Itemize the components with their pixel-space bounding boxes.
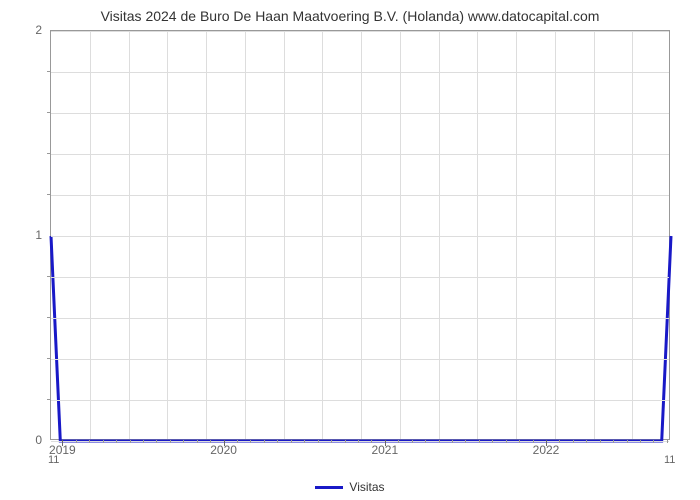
- legend-label: Visitas: [349, 480, 384, 494]
- x-tick-minor: [371, 440, 372, 443]
- grid-line-vertical: [516, 31, 517, 439]
- y-tick-label: 1: [35, 228, 42, 242]
- x-tick-minor: [237, 440, 238, 443]
- x-tick-minor: [304, 440, 305, 443]
- y-tick-minor: [47, 194, 50, 195]
- grid-line-vertical: [555, 31, 556, 439]
- x-tick-minor: [210, 440, 211, 443]
- x-tick-minor: [452, 440, 453, 443]
- y-tick-minor: [47, 153, 50, 154]
- x-tick-minor: [640, 440, 641, 443]
- grid-line-horizontal: [51, 31, 669, 32]
- grid-line-vertical: [361, 31, 362, 439]
- x-tick-minor: [197, 440, 198, 443]
- grid-line-vertical: [129, 31, 130, 439]
- x-tick-minor: [667, 440, 668, 443]
- x-tick-minor: [465, 440, 466, 443]
- x-tick-minor: [143, 440, 144, 443]
- x-tick-minor: [398, 440, 399, 443]
- x-tick-minor: [130, 440, 131, 443]
- x-tick-minor: [586, 440, 587, 443]
- x-tick-minor: [613, 440, 614, 443]
- data-point-label: 11: [664, 454, 675, 466]
- grid-line-horizontal-minor: [51, 113, 669, 114]
- x-tick-minor: [250, 440, 251, 443]
- x-tick-minor: [76, 440, 77, 443]
- x-tick-minor: [519, 440, 520, 443]
- x-tick-minor: [170, 440, 171, 443]
- x-tick-minor: [600, 440, 601, 443]
- x-tick-minor: [627, 440, 628, 443]
- x-tick-minor: [492, 440, 493, 443]
- x-tick-minor: [291, 440, 292, 443]
- data-point-label: 11: [48, 454, 59, 466]
- x-tick-minor: [506, 440, 507, 443]
- x-tick-major: [224, 440, 225, 446]
- x-tick-major: [546, 440, 547, 446]
- chart-title: Visitas 2024 de Buro De Haan Maatvoering…: [0, 8, 700, 24]
- legend: Visitas: [0, 479, 700, 494]
- x-tick-major: [385, 440, 386, 446]
- x-tick-minor: [533, 440, 534, 443]
- grid-line-vertical: [284, 31, 285, 439]
- y-tick-label: 0: [35, 433, 42, 447]
- grid-line-horizontal-minor: [51, 277, 669, 278]
- x-tick-minor: [358, 440, 359, 443]
- x-tick-minor: [653, 440, 654, 443]
- x-tick-minor: [439, 440, 440, 443]
- legend-swatch: [315, 486, 343, 489]
- grid-line-vertical: [594, 31, 595, 439]
- chart-container: Visitas 2024 de Buro De Haan Maatvoering…: [0, 0, 700, 500]
- x-tick-minor: [573, 440, 574, 443]
- x-tick-minor: [277, 440, 278, 443]
- x-tick-minor: [425, 440, 426, 443]
- grid-line-horizontal: [51, 236, 669, 237]
- grid-line-vertical: [245, 31, 246, 439]
- x-tick-minor: [412, 440, 413, 443]
- x-tick-minor: [331, 440, 332, 443]
- x-tick-major: [62, 440, 63, 446]
- x-tick-minor: [264, 440, 265, 443]
- x-tick-minor: [318, 440, 319, 443]
- grid-line-horizontal-minor: [51, 72, 669, 73]
- plot-area: [50, 30, 670, 440]
- x-tick-minor: [89, 440, 90, 443]
- x-tick-minor: [479, 440, 480, 443]
- grid-line-vertical: [477, 31, 478, 439]
- grid-line-vertical: [439, 31, 440, 439]
- grid-line-vertical: [632, 31, 633, 439]
- grid-line-vertical: [322, 31, 323, 439]
- y-tick-minor: [47, 71, 50, 72]
- grid-line-vertical: [167, 31, 168, 439]
- grid-line-horizontal-minor: [51, 154, 669, 155]
- y-tick-minor: [47, 317, 50, 318]
- grid-line-vertical: [90, 31, 91, 439]
- grid-line-horizontal-minor: [51, 359, 669, 360]
- grid-line-vertical: [400, 31, 401, 439]
- grid-line-horizontal-minor: [51, 195, 669, 196]
- y-tick-label: 2: [35, 23, 42, 37]
- x-tick-minor: [116, 440, 117, 443]
- y-tick-minor: [47, 399, 50, 400]
- x-tick-minor: [183, 440, 184, 443]
- x-tick-minor: [559, 440, 560, 443]
- x-tick-minor: [156, 440, 157, 443]
- grid-line-horizontal-minor: [51, 400, 669, 401]
- x-tick-minor: [103, 440, 104, 443]
- x-tick-minor: [345, 440, 346, 443]
- y-tick-minor: [47, 112, 50, 113]
- y-tick-minor: [47, 358, 50, 359]
- grid-line-vertical: [206, 31, 207, 439]
- grid-line-horizontal-minor: [51, 318, 669, 319]
- y-tick-minor: [47, 276, 50, 277]
